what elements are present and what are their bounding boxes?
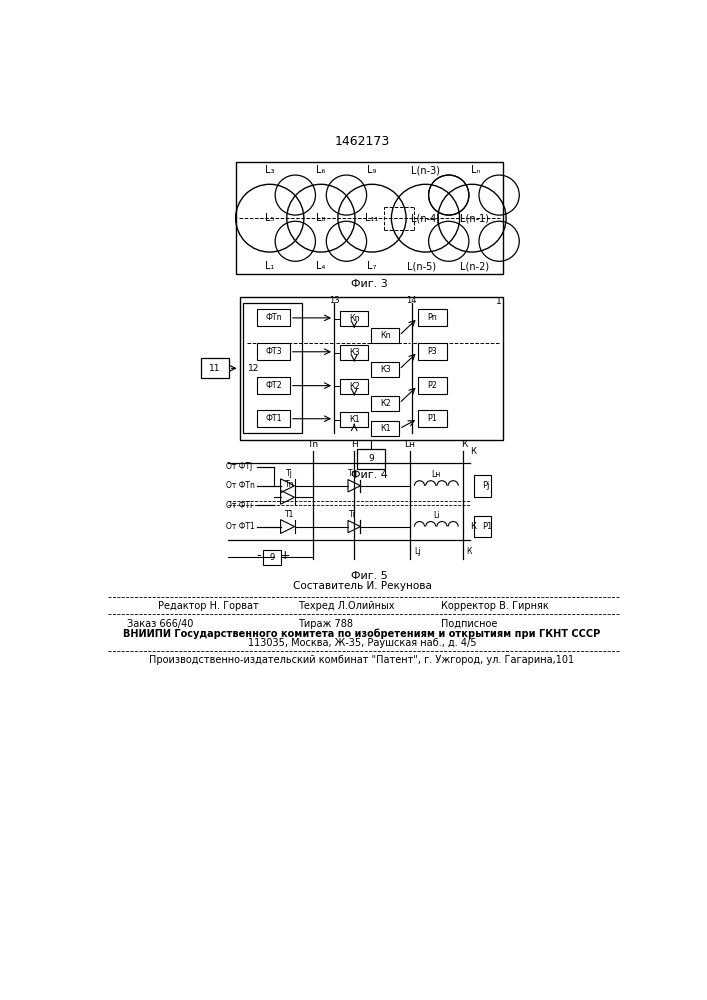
Bar: [340, 412, 368, 427]
Text: T1: T1: [285, 510, 295, 519]
Text: L₉: L₉: [368, 165, 377, 175]
Bar: [418, 410, 448, 427]
Bar: [340, 311, 368, 326]
Bar: [371, 328, 399, 343]
Text: ФТn: ФТn: [265, 313, 282, 322]
Text: Корректор В. Гирняк: Корректор В. Гирняк: [441, 601, 549, 611]
Bar: [340, 345, 368, 360]
Text: +: +: [279, 549, 290, 562]
Text: L(n-2): L(n-2): [460, 261, 489, 271]
Text: К: К: [470, 522, 477, 531]
Bar: [257, 410, 290, 427]
Text: Р3: Р3: [428, 347, 438, 356]
Text: Подписное: Подписное: [441, 619, 498, 629]
Text: Р1: Р1: [428, 414, 438, 423]
Bar: [340, 379, 368, 394]
Text: ФТ1: ФТ1: [265, 414, 282, 423]
Text: Lj: Lj: [414, 547, 421, 556]
Text: Редактор Н. Горват: Редактор Н. Горват: [158, 601, 259, 611]
Text: Фиг. 4: Фиг. 4: [351, 470, 388, 480]
Bar: [371, 396, 399, 411]
Text: L(n-3): L(n-3): [411, 165, 440, 175]
Text: L₁₁: L₁₁: [366, 213, 379, 223]
Bar: [474, 475, 491, 497]
Text: L(n-1): L(n-1): [460, 213, 489, 223]
Text: К: К: [461, 440, 467, 449]
Text: От ФТn: От ФТn: [226, 481, 255, 490]
Bar: [371, 362, 399, 377]
Text: H: H: [351, 440, 358, 449]
Text: L₄: L₄: [316, 261, 325, 271]
Text: Техред Л.Олийных: Техред Л.Олийных: [298, 601, 394, 611]
Text: 12: 12: [247, 364, 259, 373]
Text: К3: К3: [349, 348, 360, 357]
Text: 13: 13: [329, 296, 339, 305]
Bar: [243, 303, 301, 433]
Bar: [201, 358, 228, 378]
Text: L(n-4): L(n-4): [411, 213, 440, 223]
Text: Тi: Тi: [349, 510, 356, 519]
Bar: [371, 421, 399, 436]
Text: Tj: Tj: [286, 469, 293, 478]
Text: ФТ2: ФТ2: [265, 381, 282, 390]
Bar: [263, 550, 281, 565]
Text: 1462173: 1462173: [334, 135, 390, 148]
Text: К2: К2: [349, 382, 360, 391]
Text: 1: 1: [496, 297, 501, 306]
Text: Производственно-издательский комбинат "Патент", г. Ужгород, ул. Гагарина,101: Производственно-издательский комбинат "П…: [149, 655, 575, 665]
Text: К1: К1: [349, 415, 360, 424]
Text: Тираж 788: Тираж 788: [298, 619, 353, 629]
Text: Тn: Тn: [285, 480, 295, 489]
Text: L₁: L₁: [265, 261, 274, 271]
Text: К3: К3: [380, 365, 390, 374]
Text: 9: 9: [269, 553, 275, 562]
Text: Р2: Р2: [428, 381, 438, 390]
Text: Кn: Кn: [349, 314, 360, 323]
Text: L₆: L₆: [316, 165, 325, 175]
Bar: [418, 377, 448, 394]
Text: -: -: [257, 549, 261, 562]
Text: L₇: L₇: [368, 261, 377, 271]
Text: 9: 9: [368, 454, 374, 463]
Text: L(n-5): L(n-5): [407, 261, 436, 271]
Bar: [418, 343, 448, 360]
Text: Тn: Тn: [348, 469, 358, 478]
Bar: [474, 516, 491, 537]
Text: L₃: L₃: [265, 165, 274, 175]
Text: К: К: [467, 547, 472, 556]
Bar: [257, 309, 290, 326]
Text: К1: К1: [380, 424, 390, 433]
Text: Кn: Кn: [380, 331, 390, 340]
Text: От ФТj: От ФТj: [226, 462, 252, 471]
Text: 113035, Москва, Ж-35, Раушская наб., д. 4/5: 113035, Москва, Ж-35, Раушская наб., д. …: [247, 638, 477, 648]
Text: Р1: Р1: [482, 522, 493, 531]
Text: К2: К2: [380, 399, 390, 408]
Text: К: К: [470, 447, 477, 456]
Text: От ФТ1: От ФТ1: [226, 522, 255, 531]
Bar: [418, 309, 448, 326]
Text: Lн: Lн: [404, 440, 416, 449]
Text: Составитель И. Рекунова: Составитель И. Рекунова: [293, 581, 431, 591]
Bar: [257, 377, 290, 394]
Text: Li: Li: [433, 511, 440, 520]
Text: Рn: Рn: [428, 313, 438, 322]
Text: От ФТi: От ФТi: [226, 500, 252, 510]
Text: L₈: L₈: [316, 213, 325, 223]
Text: Фиг. 5: Фиг. 5: [351, 571, 388, 581]
Bar: [257, 343, 290, 360]
Text: Lₙ: Lₙ: [471, 165, 481, 175]
Text: Lн: Lн: [432, 470, 441, 479]
Bar: [357, 449, 385, 469]
Text: ВНИИПИ Государственного комитета по изобретениям и открытиям при ГКНТ СССР: ВНИИПИ Государственного комитета по изоб…: [123, 628, 600, 639]
Bar: [240, 297, 503, 440]
Text: L₅: L₅: [265, 213, 274, 223]
Bar: [235, 162, 503, 274]
Text: ФТ3: ФТ3: [265, 347, 282, 356]
Text: Заказ 666/40: Заказ 666/40: [127, 619, 194, 629]
Text: 11: 11: [209, 364, 221, 373]
Text: 14: 14: [407, 296, 417, 305]
Text: Рj: Рj: [482, 481, 489, 490]
Text: Фиг. 3: Фиг. 3: [351, 279, 388, 289]
Text: Тn: Тn: [308, 440, 319, 449]
